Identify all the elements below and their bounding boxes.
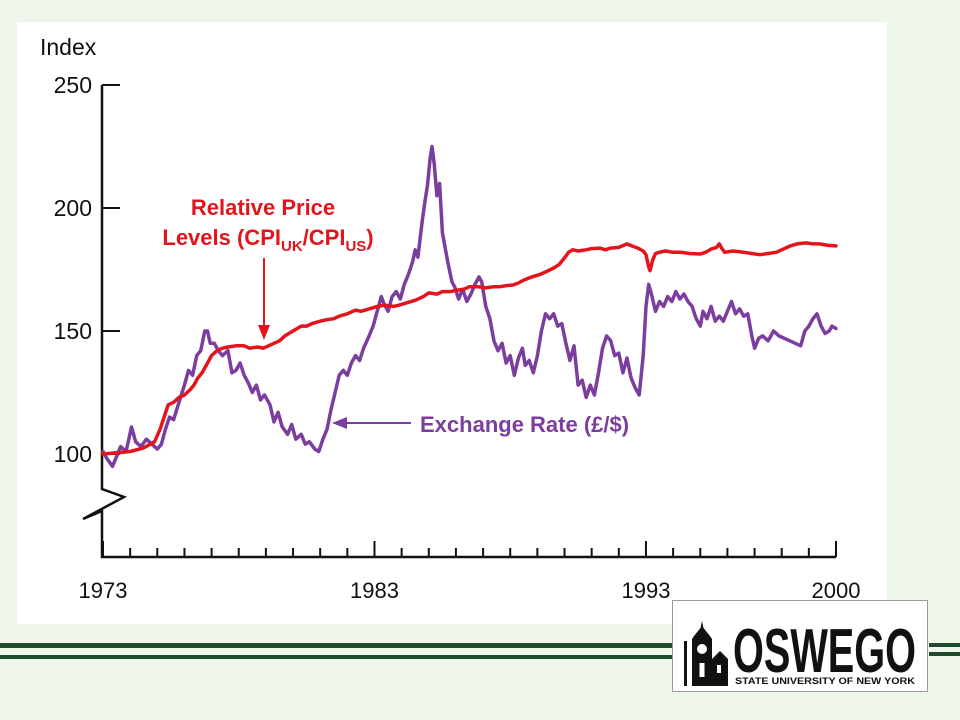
series-line-exchange-rate — [101, 144, 838, 469]
x-tick-label-1973: 1973 — [79, 578, 128, 603]
clock-tower-window — [717, 665, 721, 673]
price-levels-label-sub-us: US — [345, 238, 366, 255]
price-levels-label-levels: Levels (CPI — [162, 225, 281, 250]
exchange-rate-arrowhead — [332, 417, 347, 429]
oswego-logo-graphic: OSWEGO STATE UNIVERSITY OF NEW YORK — [684, 617, 916, 686]
y-tick-label-200: 200 — [54, 195, 92, 221]
x-axis-ticks: 1973 1983 1993 2000 — [79, 541, 861, 603]
clock-face — [697, 644, 707, 654]
slide-rule-top — [0, 643, 672, 648]
slide-rule-top-right — [929, 643, 960, 647]
oswego-logo: OSWEGO STATE UNIVERSITY OF NEW YORK — [672, 600, 928, 692]
price-levels-label-close: ) — [366, 225, 373, 250]
series-layer — [101, 144, 838, 469]
y-tick-label-250: 250 — [54, 72, 92, 98]
x-tick-label-2000: 2000 — [812, 578, 861, 603]
exchange-rate-annotation: Exchange Rate (£/$) — [332, 412, 629, 437]
clock-tower-door — [699, 663, 705, 677]
clock-tower-icon — [684, 621, 728, 686]
x-tick-label-1983: 1983 — [350, 578, 399, 603]
price-levels-label-line1: Relative Price — [191, 195, 335, 220]
exchange-rate-label: Exchange Rate (£/$) — [420, 412, 629, 437]
price-levels-arrowhead — [258, 325, 270, 340]
logo-tagline: STATE UNIVERSITY OF NEW YORK — [735, 676, 916, 686]
logo-wordmark: OSWEGO — [733, 617, 916, 686]
chart-panel — [17, 22, 887, 624]
y-tick-label-150: 150 — [54, 318, 92, 344]
price-levels-label-sub-uk: UK — [281, 238, 303, 255]
price-levels-annotation: Relative Price Levels (CPIUK/CPIUS) — [162, 195, 374, 340]
slide-rule-bottom-right — [929, 652, 960, 656]
y-tick-label-100: 100 — [54, 441, 92, 467]
series-line-relative-price — [101, 241, 838, 456]
price-levels-label-cpi: /CPI — [303, 225, 346, 250]
x-tick-label-1993: 1993 — [621, 578, 670, 603]
price-levels-label-line2: Levels (CPIUK/CPIUS) — [162, 225, 373, 255]
clock-tower-post — [684, 641, 687, 686]
y-axis-label: Index — [40, 34, 97, 60]
y-axis-ticks: 250 200 150 100 — [54, 72, 120, 467]
slide-rule-bottom — [0, 655, 672, 659]
